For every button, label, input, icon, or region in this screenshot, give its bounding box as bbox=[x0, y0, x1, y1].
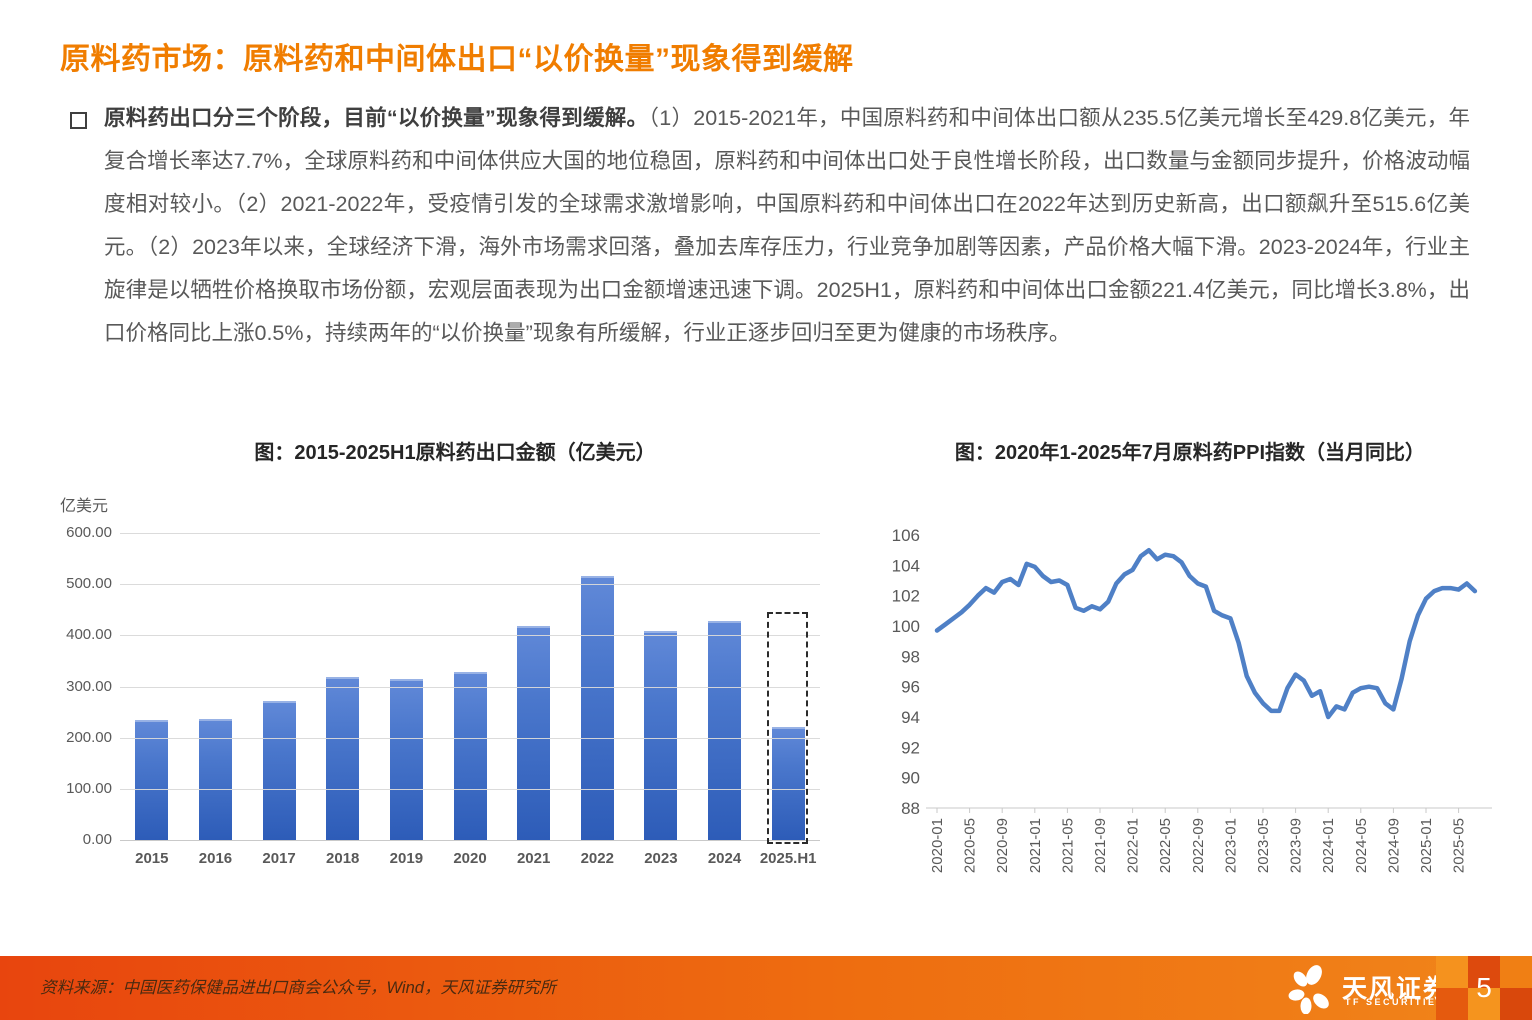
y-axis-label: 300.00 bbox=[66, 677, 112, 695]
x-axis-label: 2025.H1 bbox=[759, 850, 817, 867]
x-axis-label: 2019 bbox=[389, 850, 424, 867]
page-title: 原料药市场：原料药和中间体出口“以价换量”现象得到缓解 bbox=[60, 43, 854, 76]
bullet-square-icon bbox=[70, 112, 87, 129]
y-axis-label: 200.00 bbox=[66, 728, 112, 746]
logo-cn-text: 天风证券 bbox=[1342, 975, 1451, 1003]
y-axis-label: 600.00 bbox=[66, 524, 112, 541]
x-axis-label: 2022-05 bbox=[1157, 818, 1174, 873]
mosaic-square bbox=[1436, 956, 1468, 988]
mosaic-square bbox=[1468, 988, 1500, 1020]
bar-2021 bbox=[517, 625, 551, 840]
bullet-lead-text: 原料药出口分三个阶段，目前“以价换量”现象得到缓解。 bbox=[104, 106, 649, 130]
gridline-100 bbox=[120, 788, 820, 790]
bullet-body-text: （1）2015-2021年，中国原料药和中间体出口额从235.5亿美元增长至42… bbox=[104, 106, 1470, 345]
x-axis-label: 2021-05 bbox=[1059, 818, 1076, 873]
gridline-0 bbox=[120, 840, 820, 841]
x-axis-label: 2023-09 bbox=[1288, 818, 1305, 873]
y-axis-label: 400.00 bbox=[66, 626, 112, 644]
y-axis-label: 500.00 bbox=[66, 575, 112, 593]
page-number: 5 bbox=[1476, 972, 1492, 1003]
bullet-paragraph: 原料药出口分三个阶段，目前“以价换量”现象得到缓解。（1）2015-2021年，… bbox=[104, 97, 1470, 355]
y-axis-label: 98 bbox=[901, 647, 920, 666]
x-axis-label: 2017 bbox=[262, 850, 296, 867]
x-axis-label: 2024-01 bbox=[1320, 818, 1337, 873]
y-axis-label: 90 bbox=[901, 769, 920, 788]
dashed-projection-box bbox=[767, 612, 809, 844]
x-axis-label: 2023-01 bbox=[1222, 818, 1239, 873]
x-axis-label: 2025-05 bbox=[1451, 818, 1468, 873]
y-axis-label: 104 bbox=[892, 556, 920, 575]
x-axis-label: 2016 bbox=[198, 850, 233, 867]
bar-2016 bbox=[198, 718, 232, 840]
mosaic-square bbox=[1500, 988, 1532, 1020]
gridline-200 bbox=[120, 737, 820, 739]
bar-2020 bbox=[453, 671, 487, 840]
gridline-300 bbox=[120, 686, 820, 688]
ppi-line-chart: 106 104 102 100 98 96 94 92 90 88 2020-01 2020-05 20… bbox=[892, 526, 1492, 873]
x-axis-label: 2020-01 bbox=[929, 818, 946, 873]
bar-2023 bbox=[644, 631, 678, 840]
x-axis-label: 2024 bbox=[707, 850, 742, 867]
x-axis-label: 2022 bbox=[580, 850, 614, 867]
y-axis-label: 102 bbox=[892, 587, 920, 606]
y-axis-label: 92 bbox=[901, 738, 920, 757]
y-axis-label: 100.00 bbox=[66, 779, 112, 797]
x-axis-label: 2024-05 bbox=[1353, 818, 1370, 873]
line-chart-title: 图：2020年1-2025年7月原料药PPI指数（当月同比） bbox=[954, 442, 1426, 464]
x-axis-label: 2018 bbox=[326, 850, 360, 867]
x-axis-label: 2023-05 bbox=[1255, 818, 1272, 873]
mosaic-square bbox=[1468, 956, 1500, 988]
gridline-600 bbox=[120, 533, 820, 534]
x-axis-label: 2022-09 bbox=[1190, 818, 1207, 873]
x-axis-label: 2021 bbox=[516, 850, 551, 867]
gridline-400 bbox=[120, 635, 820, 637]
x-axis-label: 2020-05 bbox=[962, 818, 979, 873]
bar-2018 bbox=[326, 676, 360, 840]
x-axis-label: 2020-09 bbox=[994, 818, 1011, 873]
bar-chart-title: 图：2015-2025H1原料药出口金额（亿美元） bbox=[254, 442, 656, 464]
bar-2024 bbox=[708, 621, 742, 840]
y-axis-label: 100 bbox=[892, 617, 920, 636]
mosaic-square bbox=[1436, 988, 1468, 1020]
y-axis-label: 96 bbox=[901, 678, 920, 697]
bar-2017 bbox=[262, 701, 296, 840]
y-axis-label: 106 bbox=[892, 526, 920, 545]
y-axis-label: 88 bbox=[901, 799, 920, 818]
ppi-series-line bbox=[934, 547, 1478, 720]
tf-securities-flower-icon bbox=[1288, 965, 1329, 1014]
x-axis-label: 2022-01 bbox=[1125, 818, 1142, 873]
x-axis-label: 2020 bbox=[453, 850, 487, 867]
gridline-500 bbox=[120, 584, 820, 586]
source-note: 资料来源：中国医药保健品进出口商会公众号，Wind，天风证券研究所 bbox=[40, 979, 556, 997]
x-axis-label: 2021-01 bbox=[1027, 818, 1044, 873]
x-axis-label: 2024-09 bbox=[1385, 818, 1402, 873]
bar-2022 bbox=[580, 576, 614, 840]
api-export-bar-chart: 亿美元 2015 2016 2017 2018 2019 2020 2021 2022 2023… bbox=[60, 488, 860, 888]
mosaic-square bbox=[1500, 956, 1532, 988]
footer: 资料来源：中国医药保健品进出口商会公众号，Wind，天风证券研究所 天风证券 T… bbox=[0, 956, 1532, 1020]
x-axis-label: 2015 bbox=[135, 850, 169, 867]
bar-2025.H1 bbox=[771, 726, 805, 840]
y-axis-label: 94 bbox=[901, 708, 920, 727]
bar-2019 bbox=[389, 679, 423, 840]
logo-en-text: TF SECURITIES bbox=[1345, 997, 1446, 1007]
bar-2015 bbox=[135, 719, 169, 840]
x-axis-label: 2021-09 bbox=[1092, 818, 1109, 873]
y-axis-unit-label: 亿美元 bbox=[60, 498, 109, 515]
y-axis-label: 0.00 bbox=[82, 831, 112, 848]
x-axis-label: 2023 bbox=[644, 850, 678, 867]
x-axis-label: 2025-01 bbox=[1418, 818, 1435, 873]
